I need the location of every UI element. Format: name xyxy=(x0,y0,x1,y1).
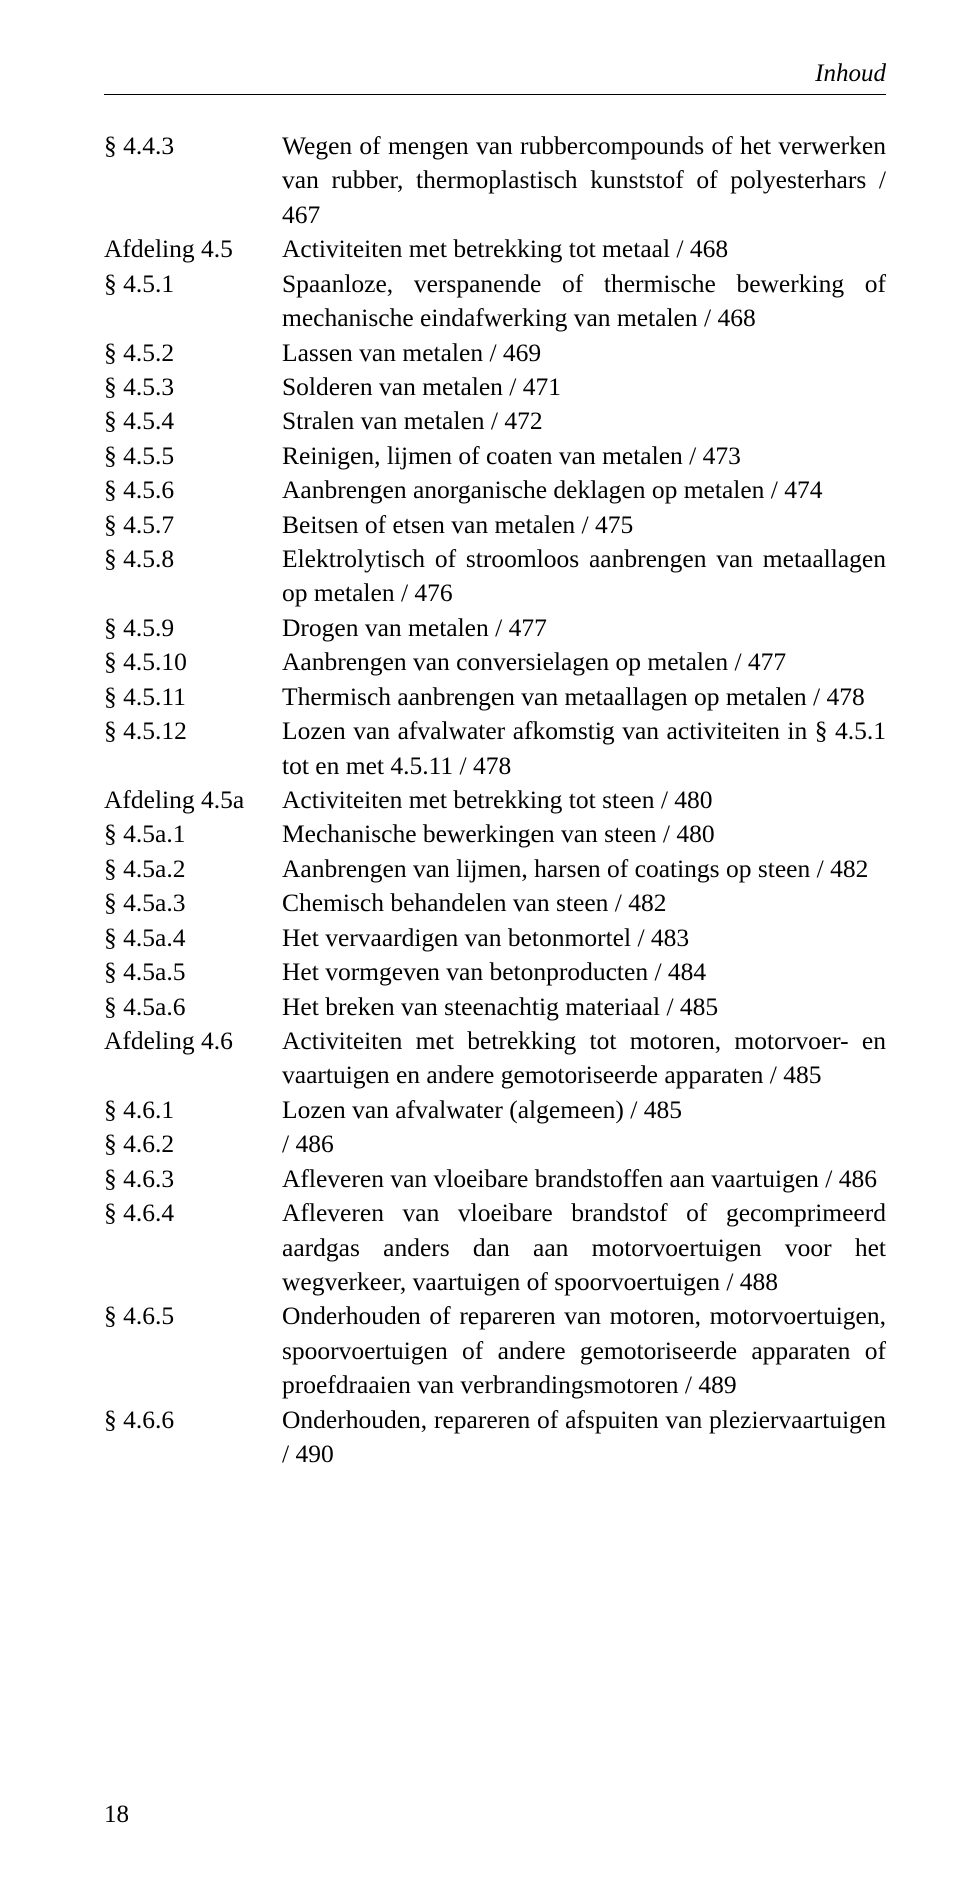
toc-desc: Reinigen, lijmen of coaten van metalen /… xyxy=(282,439,886,473)
toc-desc: Afleveren van vloeibare brandstof of gec… xyxy=(282,1196,886,1299)
toc-row: § 4.6.2 / 486 xyxy=(104,1127,886,1161)
toc-ref: § 4.5a.6 xyxy=(104,990,282,1024)
toc-ref: § 4.5a.1 xyxy=(104,817,282,851)
toc-desc: Wegen of mengen van rubbercompounds of h… xyxy=(282,129,886,232)
toc-ref: § 4.5a.2 xyxy=(104,852,282,886)
toc-ref: Afdeling 4.6 xyxy=(104,1024,282,1093)
toc-desc: Het breken van steenachtig materiaal / 4… xyxy=(282,990,886,1024)
toc-ref: § 4.5.10 xyxy=(104,645,282,679)
toc-desc: Lassen van metalen / 469 xyxy=(282,336,886,370)
toc-row: § 4.5a.1Mechanische bewerkingen van stee… xyxy=(104,817,886,851)
toc-desc: Het vervaardigen van betonmortel / 483 xyxy=(282,921,886,955)
toc-ref: § 4.6.5 xyxy=(104,1299,282,1402)
toc-row: Afdeling 4.6Activiteiten met betrekking … xyxy=(104,1024,886,1093)
toc-row: § 4.5a.2Aanbrengen van lijmen, harsen of… xyxy=(104,852,886,886)
toc-ref: § 4.5.11 xyxy=(104,680,282,714)
toc-desc: Drogen van metalen / 477 xyxy=(282,611,886,645)
toc-desc: Stralen van metalen / 472 xyxy=(282,404,886,438)
page: Inhoud § 4.4.3Wegen of mengen van rubber… xyxy=(0,0,960,1881)
toc-ref: § 4.5.9 xyxy=(104,611,282,645)
toc-row: § 4.5a.5Het vormgeven van betonproducten… xyxy=(104,955,886,989)
toc-desc: Lozen van afvalwater afkomstig van activ… xyxy=(282,714,886,783)
toc-ref: Afdeling 4.5 xyxy=(104,232,282,266)
toc-ref: § 4.5a.5 xyxy=(104,955,282,989)
toc-row: § 4.5.11Thermisch aanbrengen van metaall… xyxy=(104,680,886,714)
toc-ref: § 4.5.4 xyxy=(104,404,282,438)
toc-desc: Aanbrengen anorganische deklagen op meta… xyxy=(282,473,886,507)
toc-desc: Mechanische bewerkingen van steen / 480 xyxy=(282,817,886,851)
toc-ref: § 4.5.5 xyxy=(104,439,282,473)
toc-row: § 4.6.4Afleveren van vloeibare brandstof… xyxy=(104,1196,886,1299)
toc-desc: / 486 xyxy=(282,1127,886,1161)
toc-desc: Elektrolytisch of stroomloos aanbrengen … xyxy=(282,542,886,611)
page-number: 18 xyxy=(104,1801,129,1829)
toc-desc: Activiteiten met betrekking tot motoren,… xyxy=(282,1024,886,1093)
toc-desc: Beitsen of etsen van metalen / 475 xyxy=(282,508,886,542)
toc-row: § 4.6.5Onderhouden of repareren van moto… xyxy=(104,1299,886,1402)
toc-desc: Het vormgeven van betonproducten / 484 xyxy=(282,955,886,989)
toc-row: § 4.6.1Lozen van afvalwater (algemeen) /… xyxy=(104,1093,886,1127)
toc-row: § 4.6.3Afleveren van vloeibare brandstof… xyxy=(104,1162,886,1196)
toc-ref: § 4.6.1 xyxy=(104,1093,282,1127)
toc-row: § 4.5.6Aanbrengen anorganische deklagen … xyxy=(104,473,886,507)
toc-row: § 4.6.6Onderhouden, repareren of afspuit… xyxy=(104,1403,886,1472)
toc-desc: Activiteiten met betrekking tot steen / … xyxy=(282,783,886,817)
toc-ref: § 4.5.7 xyxy=(104,508,282,542)
toc-desc: Aanbrengen van conversielagen op metalen… xyxy=(282,645,886,679)
toc-row: § 4.5.12Lozen van afvalwater afkomstig v… xyxy=(104,714,886,783)
toc-row: § 4.5.9Drogen van metalen / 477 xyxy=(104,611,886,645)
toc-ref: § 4.6.3 xyxy=(104,1162,282,1196)
toc-desc: Onderhouden, repareren of afspuiten van … xyxy=(282,1403,886,1472)
toc-row: § 4.5.4Stralen van metalen / 472 xyxy=(104,404,886,438)
toc-row: § 4.5.3Solderen van metalen / 471 xyxy=(104,370,886,404)
toc-desc: Thermisch aanbrengen van metaallagen op … xyxy=(282,680,886,714)
toc-ref: § 4.5.8 xyxy=(104,542,282,611)
toc-row: § 4.4.3Wegen of mengen van rubbercompoun… xyxy=(104,129,886,232)
toc-ref: § 4.5.2 xyxy=(104,336,282,370)
toc-row: § 4.5.7Beitsen of etsen van metalen / 47… xyxy=(104,508,886,542)
toc-ref: § 4.6.4 xyxy=(104,1196,282,1299)
toc-ref: Afdeling 4.5a xyxy=(104,783,282,817)
toc-row: Afdeling 4.5Activiteiten met betrekking … xyxy=(104,232,886,266)
toc-ref: § 4.5.1 xyxy=(104,267,282,336)
toc-desc: Chemisch behandelen van steen / 482 xyxy=(282,886,886,920)
toc-ref: § 4.4.3 xyxy=(104,129,282,232)
toc-desc: Lozen van afvalwater (algemeen) / 485 xyxy=(282,1093,886,1127)
toc-desc: Onderhouden of repareren van motoren, mo… xyxy=(282,1299,886,1402)
running-head: Inhoud xyxy=(104,60,886,88)
toc-desc: Solderen van metalen / 471 xyxy=(282,370,886,404)
toc-ref: § 4.6.6 xyxy=(104,1403,282,1472)
toc-row: § 4.5.5Reinigen, lijmen of coaten van me… xyxy=(104,439,886,473)
toc-row: § 4.5a.6Het breken van steenachtig mater… xyxy=(104,990,886,1024)
toc-row: § 4.5a.4Het vervaardigen van betonmortel… xyxy=(104,921,886,955)
toc-desc: Aanbrengen van lijmen, harsen of coating… xyxy=(282,852,886,886)
toc-desc: Afleveren van vloeibare brandstoffen aan… xyxy=(282,1162,886,1196)
toc-ref: § 4.5a.4 xyxy=(104,921,282,955)
toc-ref: § 4.5.3 xyxy=(104,370,282,404)
toc-row: Afdeling 4.5aActiviteiten met betrekking… xyxy=(104,783,886,817)
table-of-contents: § 4.4.3Wegen of mengen van rubbercompoun… xyxy=(104,129,886,1471)
toc-ref: § 4.5.12 xyxy=(104,714,282,783)
toc-ref: § 4.6.2 xyxy=(104,1127,282,1161)
toc-row: § 4.5.8Elektrolytisch of stroomloos aanb… xyxy=(104,542,886,611)
toc-desc: Spaanloze, verspanende of thermische bew… xyxy=(282,267,886,336)
toc-row: § 4.5.1Spaanloze, verspanende of thermis… xyxy=(104,267,886,336)
header-rule xyxy=(104,94,886,95)
toc-row: § 4.5.10Aanbrengen van conversielagen op… xyxy=(104,645,886,679)
toc-desc: Activiteiten met betrekking tot metaal /… xyxy=(282,232,886,266)
toc-row: § 4.5a.3Chemisch behandelen van steen / … xyxy=(104,886,886,920)
toc-row: § 4.5.2Lassen van metalen / 469 xyxy=(104,336,886,370)
toc-ref: § 4.5a.3 xyxy=(104,886,282,920)
toc-ref: § 4.5.6 xyxy=(104,473,282,507)
